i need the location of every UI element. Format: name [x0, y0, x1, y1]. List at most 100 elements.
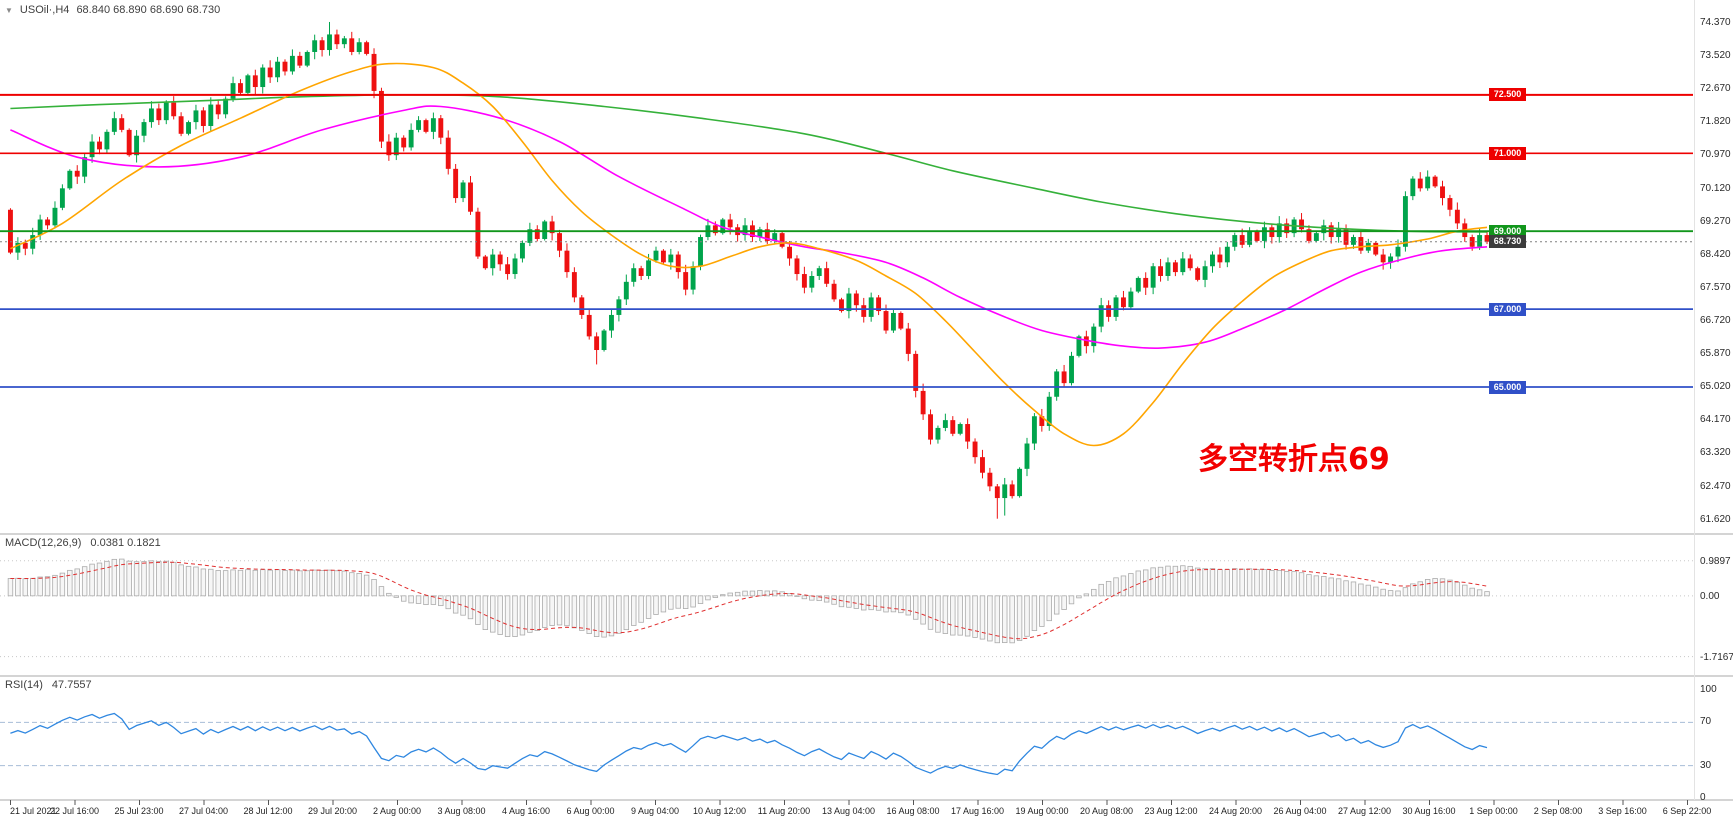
- candle: [690, 266, 696, 290]
- candle: [534, 229, 540, 239]
- candle: [631, 268, 637, 282]
- candle: [289, 55, 295, 72]
- candle: [564, 250, 570, 273]
- macd-histogram-bar: [1410, 583, 1416, 597]
- macd-histogram-bar: [541, 595, 548, 628]
- candle: [1150, 266, 1156, 288]
- candle: [720, 219, 726, 234]
- macd-histogram-bar: [1462, 584, 1468, 597]
- candle: [1121, 297, 1126, 308]
- macd-histogram-bar: [720, 594, 726, 597]
- macd-histogram-bar: [341, 570, 348, 597]
- macd-histogram-bar: [1335, 578, 1342, 597]
- macd-histogram-bar: [838, 595, 845, 608]
- candle: [423, 120, 429, 132]
- time-axis-label: 24 Aug 20:00: [1208, 806, 1263, 816]
- candle: [1447, 198, 1453, 210]
- macd-histogram-bar: [1016, 595, 1023, 641]
- candle: [794, 258, 800, 275]
- candle: [675, 254, 681, 273]
- candle: [853, 293, 859, 306]
- macd-histogram-bar: [556, 595, 563, 626]
- macd-histogram-bar: [1150, 567, 1156, 597]
- macd-histogram-bar: [415, 595, 422, 604]
- macd-histogram-bar: [1298, 572, 1305, 597]
- macd-histogram-bar: [1261, 569, 1268, 597]
- price-line-label[interactable]: 69.000: [1489, 224, 1526, 238]
- candle: [1017, 468, 1023, 497]
- macd-histogram-bar: [979, 595, 986, 640]
- candle: [245, 75, 251, 93]
- macd-histogram-bar: [579, 595, 585, 631]
- macd-histogram-bar: [1432, 578, 1438, 597]
- macd-histogram-bar: [942, 595, 949, 634]
- candle: [416, 120, 421, 130]
- candle: [609, 314, 614, 331]
- macd-histogram-bar: [1395, 590, 1401, 597]
- macd-histogram-bar: [289, 569, 296, 597]
- macd-histogram-bar: [1202, 568, 1208, 597]
- price-line-label[interactable]: 71.000: [1489, 146, 1526, 160]
- price-axis-label: 71.820: [1700, 116, 1731, 128]
- candle: [260, 67, 266, 88]
- symbol-dropdown-icon[interactable]: ▼: [5, 5, 13, 15]
- macd-histogram-bar: [668, 595, 674, 610]
- candle: [59, 188, 65, 208]
- candle: [505, 264, 511, 275]
- macd-histogram-bar: [912, 595, 919, 620]
- time-axis-label: 11 Aug 20:00: [757, 806, 811, 816]
- price-line-label[interactable]: 68.730: [1489, 235, 1526, 249]
- candle: [1009, 484, 1015, 497]
- macd-histogram-bar: [964, 595, 971, 637]
- time-axis-label: 3 Aug 08:00: [437, 806, 486, 816]
- candle: [252, 75, 258, 88]
- price-line-label[interactable]: 72.500: [1489, 88, 1526, 102]
- candle: [497, 254, 503, 265]
- candle: [1128, 291, 1134, 308]
- candle: [1425, 176, 1431, 189]
- price-axis-label: 68.420: [1700, 248, 1731, 260]
- price-line-label[interactable]: 67.000: [1489, 302, 1526, 316]
- candle: [156, 108, 162, 121]
- macd-histogram-bar: [30, 577, 36, 597]
- candle: [223, 98, 229, 115]
- macd-histogram-bar: [245, 569, 251, 597]
- macd-histogram-bar: [304, 570, 310, 597]
- candle: [386, 141, 392, 156]
- candle: [712, 225, 718, 234]
- macd-histogram-bar: [1269, 570, 1275, 597]
- candle: [1046, 396, 1052, 426]
- time-axis-label: 25 Jul 23:00: [114, 806, 164, 816]
- macd-histogram-bar: [7, 578, 14, 597]
- candle: [876, 297, 882, 312]
- macd-histogram-bar: [1291, 571, 1297, 597]
- candle: [134, 135, 140, 156]
- macd-histogram-bar: [660, 595, 667, 613]
- candle: [1299, 219, 1304, 230]
- candle: [579, 297, 585, 315]
- candle: [148, 108, 154, 123]
- candle: [557, 233, 562, 251]
- price-line-label[interactable]: 65.000: [1489, 380, 1526, 394]
- candle: [1158, 266, 1163, 276]
- macd-histogram-bar: [193, 566, 199, 597]
- candle: [1440, 186, 1445, 199]
- candle: [861, 305, 867, 317]
- macd-histogram-bar: [653, 595, 659, 615]
- candle: [1202, 266, 1208, 280]
- candle: [30, 235, 36, 249]
- macd-histogram-bar: [37, 576, 43, 597]
- candle: [208, 104, 214, 126]
- time-axis-label: 1 Sep 00:00: [1469, 806, 1518, 816]
- macd-histogram-bar: [260, 569, 266, 597]
- macd-histogram-bar: [772, 590, 778, 597]
- macd-histogram-bar: [675, 595, 681, 609]
- macd-histogram-bar: [1476, 589, 1483, 597]
- ma-fast-line: [10, 62, 1488, 447]
- candle: [178, 116, 184, 134]
- macd-histogram-bar: [297, 570, 303, 597]
- macd-histogram-bar: [608, 595, 615, 637]
- candle: [52, 207, 58, 226]
- candle: [1469, 237, 1475, 247]
